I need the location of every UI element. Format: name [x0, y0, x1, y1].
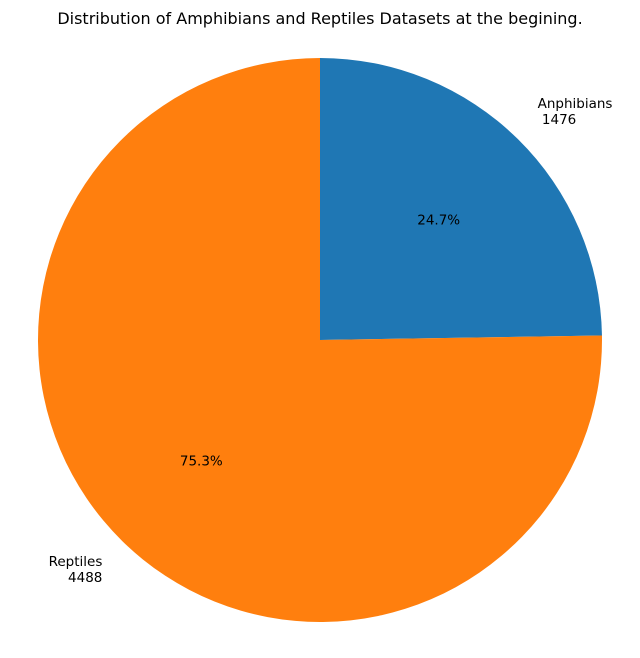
- slice-name: Anphibians: [538, 96, 613, 112]
- slice-labels: 24.7% Anphibians 1476 75.3% Reptiles 4488: [49, 96, 613, 586]
- slice-count: 1476: [538, 112, 577, 128]
- slice-count: 4488: [64, 570, 103, 586]
- slice-percent-label: 24.7%: [417, 212, 460, 228]
- slice-outer-label: Reptiles 4488: [49, 554, 103, 586]
- pie-slice-reptiles: [37, 58, 602, 622]
- slice-name: Reptiles: [49, 554, 103, 570]
- pie-slice-anphibians: [320, 58, 602, 340]
- slice-outer-label: Anphibians 1476: [538, 96, 613, 128]
- slice-percent-label: 75.3%: [180, 454, 223, 470]
- chart-title: Distribution of Amphibians and Reptiles …: [57, 9, 582, 28]
- pie-group: [37, 58, 602, 622]
